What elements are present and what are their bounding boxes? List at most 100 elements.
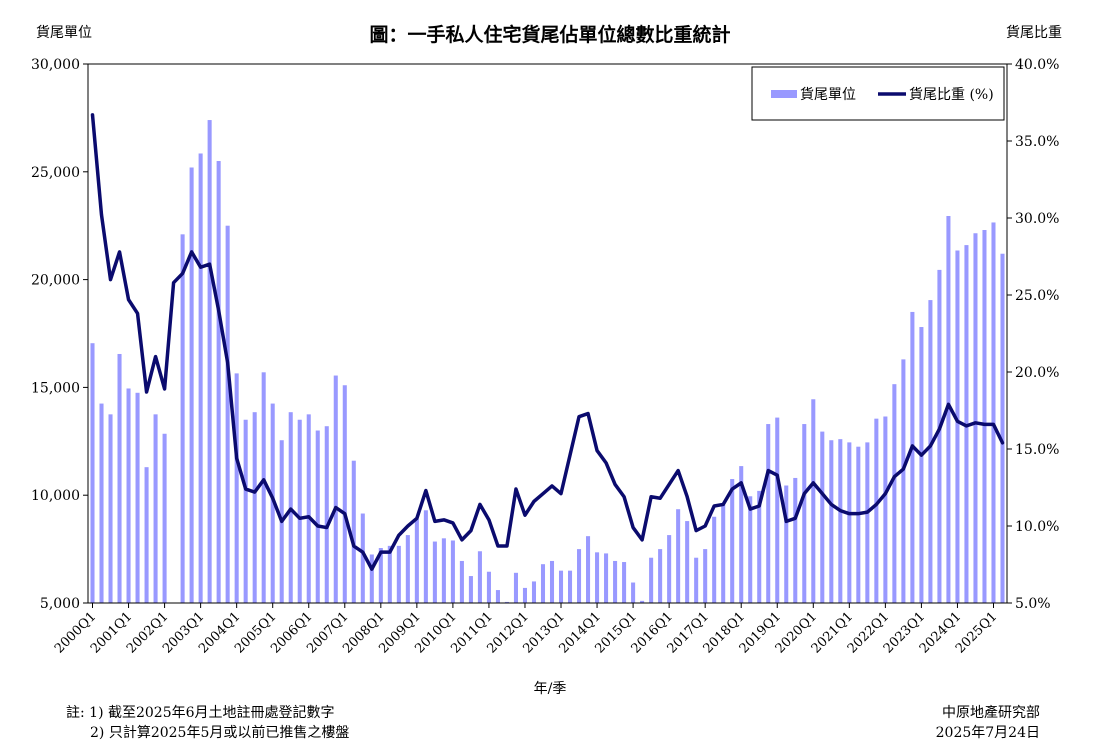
bar <box>892 384 897 603</box>
bar <box>739 466 744 603</box>
bar <box>117 353 122 603</box>
bar <box>802 424 807 603</box>
right-axis-label: 貨尾比重 <box>1006 25 1062 41</box>
bar <box>586 536 591 603</box>
bar <box>315 430 320 603</box>
bar <box>441 538 446 603</box>
bar <box>261 372 266 603</box>
chart-title: 圖：一手私人住宅貨尾佔單位總數比重統計 <box>369 24 731 46</box>
bar <box>540 564 546 603</box>
bar <box>207 120 212 603</box>
plot-frame <box>87 63 1008 604</box>
bar <box>577 549 582 603</box>
bar <box>937 269 942 603</box>
bar <box>793 477 798 603</box>
bar <box>270 403 275 603</box>
share-line <box>90 113 1005 571</box>
legend-label-line: 貨尾比重 (%) <box>909 86 994 103</box>
bar <box>775 417 780 603</box>
bar <box>126 388 131 603</box>
bar <box>946 215 951 604</box>
bar <box>297 419 302 603</box>
bar <box>225 225 230 603</box>
bar <box>90 343 95 603</box>
right-tick-label: 20.0% <box>1015 365 1059 381</box>
footnote-1: 註: 1) 截至2025年6月土地註冊處登記數字 <box>66 705 335 721</box>
bar <box>477 551 482 603</box>
bar <box>820 431 825 603</box>
bar <box>108 414 113 603</box>
bar <box>982 230 987 603</box>
bar <box>513 572 518 603</box>
bar <box>631 582 636 603</box>
bar <box>910 311 915 603</box>
bar <box>153 414 158 603</box>
bar <box>856 446 861 603</box>
bar <box>387 545 392 603</box>
bar <box>414 518 419 603</box>
legend: 貨尾單位 貨尾比重 (%) <box>751 66 1005 121</box>
bar <box>622 562 627 603</box>
bar <box>333 375 338 603</box>
bar <box>99 403 104 603</box>
left-tick-label: 25,000 <box>31 165 80 181</box>
bar <box>216 161 221 603</box>
bar <box>423 510 428 603</box>
bar <box>558 570 564 603</box>
right-tick-label: 25.0% <box>1015 288 1059 304</box>
bar <box>567 570 573 603</box>
bar <box>685 521 690 603</box>
bar <box>703 549 708 603</box>
bar <box>694 557 699 603</box>
plot-border <box>87 63 1008 604</box>
bar <box>667 535 672 603</box>
left-tick-label: 10,000 <box>31 488 80 504</box>
bar <box>432 541 437 603</box>
bar <box>901 359 906 603</box>
bar <box>342 385 347 603</box>
bar <box>721 504 726 603</box>
source-org: 中原地產研究部 <box>942 705 1040 721</box>
left-tick-label: 5,000 <box>40 596 80 612</box>
bar <box>486 571 491 603</box>
bar <box>829 440 834 603</box>
bar <box>252 412 257 603</box>
bar <box>180 234 185 603</box>
bar <box>405 535 410 603</box>
bar <box>351 460 356 603</box>
bar <box>874 418 879 603</box>
bar <box>973 233 978 603</box>
bar <box>468 576 473 603</box>
bar <box>378 548 383 603</box>
x-axis-label: 年/季 <box>533 681 567 697</box>
bar <box>955 250 960 603</box>
bar <box>504 601 509 603</box>
line-series <box>90 113 1005 571</box>
bar <box>991 222 996 603</box>
bar <box>766 424 771 603</box>
right-tick-label: 10.0% <box>1015 519 1059 535</box>
left-tick-label: 30,000 <box>31 57 80 73</box>
bar <box>549 560 555 603</box>
bar <box>144 467 149 603</box>
bar <box>847 442 852 603</box>
bar <box>919 327 924 603</box>
bar <box>649 557 654 603</box>
left-axis-label: 貨尾單位 <box>36 25 92 41</box>
bar <box>865 442 870 603</box>
bar <box>757 490 762 603</box>
bar <box>784 485 789 603</box>
source: 中原地產研究部 2025年7月24日 <box>936 703 1040 743</box>
bar <box>676 509 681 603</box>
bar <box>658 549 663 603</box>
bar-series <box>90 120 1005 604</box>
bar <box>928 300 933 603</box>
bar <box>640 600 645 603</box>
legend-label-bars: 貨尾單位 <box>800 86 856 103</box>
bar <box>604 553 609 603</box>
bar <box>234 373 239 603</box>
left-tick-label: 20,000 <box>31 273 80 289</box>
source-date: 2025年7月24日 <box>935 725 1040 741</box>
legend-swatch-bars <box>771 90 797 98</box>
